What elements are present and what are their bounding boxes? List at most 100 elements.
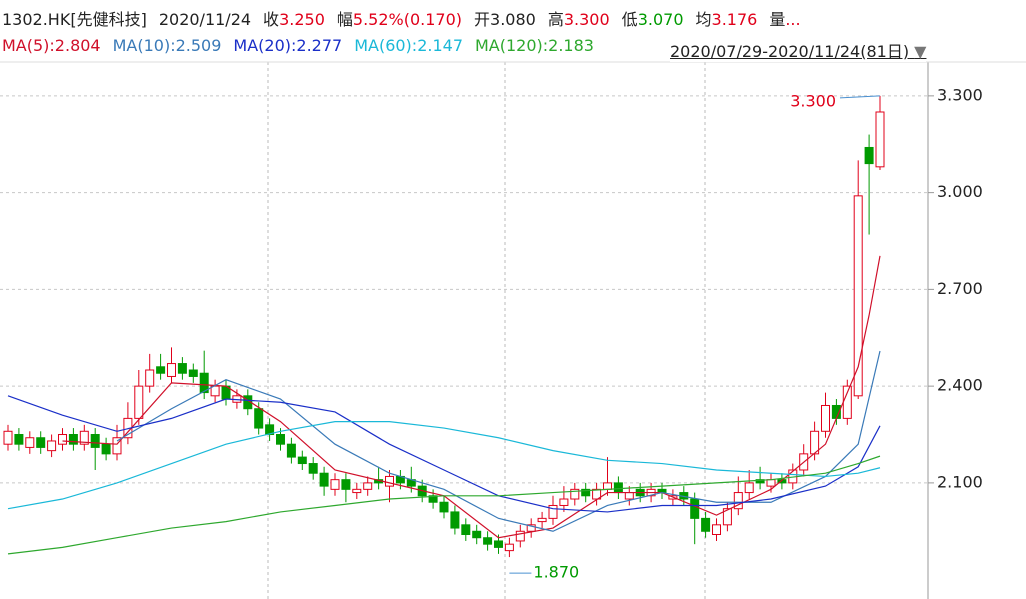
candle-body [690, 498, 700, 519]
candle-body [875, 111, 885, 168]
ma-line [7, 421, 881, 510]
fields: 收3.250 幅5.52%(0.170) 开3.080 高3.300 低3.070 均3.… [263, 10, 813, 29]
candle-body [134, 385, 144, 419]
candle-body [90, 434, 100, 448]
candle-body [25, 437, 35, 448]
candle-body [352, 488, 362, 494]
candle-body [624, 492, 634, 500]
annotation: 3.300 [790, 91, 836, 110]
candle-body [733, 492, 743, 510]
quote-header: 1302.HK[先健科技] 2020/11/24 收3.250 幅5.52%(0.17… [2, 6, 825, 30]
candle-body [47, 440, 57, 452]
candle-body [199, 372, 209, 394]
candle-body [156, 366, 166, 374]
candle-body [79, 430, 89, 445]
ma-line [7, 455, 881, 555]
field: 均3.176 [696, 10, 758, 29]
field-label: 高 [547, 10, 564, 29]
candle-body [461, 524, 471, 535]
candle-body [36, 437, 46, 448]
ma-legend: MA(5):2.804 MA(10):2.509 MA(20):2.277 MA(60… [2, 36, 606, 55]
candle-body [570, 488, 580, 500]
field-value: 3.300 [563, 10, 610, 29]
field-value: ... [785, 10, 801, 29]
candle-body [472, 530, 482, 539]
y-tick-label: 2.100 [937, 472, 983, 491]
legend-entry: MA(5):2.804 [2, 36, 101, 55]
y-tick-label: 2.400 [937, 376, 983, 395]
y-tick-label: 3.000 [937, 182, 983, 201]
candle-body [712, 524, 721, 535]
candle-body [112, 437, 122, 455]
date-range[interactable]: 2020/07/29-2020/11/24(81日) ▼ [670, 38, 927, 62]
candle-body [428, 495, 438, 503]
candle-body [537, 517, 547, 523]
field-label: 开 [474, 10, 491, 29]
field-label: 均 [695, 10, 712, 29]
candle-body [701, 517, 711, 532]
candle-body [297, 456, 307, 465]
legend-entry: MA(60):2.147 [354, 36, 463, 55]
candle-body [559, 498, 569, 506]
field-value: 3.070 [637, 10, 684, 29]
ma-line [62, 255, 881, 539]
field-label: 幅 [336, 10, 353, 29]
candle-body [265, 424, 275, 436]
field-label: 收 [263, 10, 280, 29]
candle-body [494, 540, 503, 548]
legend-entry: MA(10):2.509 [112, 36, 222, 55]
legend-entry: MA(20):2.277 [233, 36, 343, 55]
field: 高3.300 [548, 10, 610, 29]
candle-body [167, 363, 176, 377]
candle-body [254, 408, 264, 429]
field: 幅5.52%(0.170) [337, 10, 462, 29]
candle-body [766, 479, 776, 487]
symbol: 1302.HK[先健科技] [2, 10, 147, 29]
candle-body [319, 472, 329, 487]
candle-body [842, 385, 852, 419]
candle-body [603, 482, 612, 490]
candle-body [755, 479, 765, 484]
field: 低3.070 [622, 10, 684, 29]
field: 收3.250 [263, 10, 325, 29]
field-value: 5.52%(0.170) [352, 10, 463, 29]
candle-body [439, 501, 449, 513]
field-label: 量 [769, 10, 786, 29]
candle-body [308, 463, 318, 474]
candle-body [483, 537, 493, 545]
field-value: 3.176 [711, 10, 758, 29]
date: 2020/11/24 [158, 10, 252, 29]
candle-body [330, 479, 340, 490]
candle-body [276, 434, 285, 445]
field-value: 3.080 [490, 10, 536, 29]
field-label: 低 [621, 10, 638, 29]
range-text: 2020/07/29-2020/11/24(81日) [670, 42, 910, 61]
candle-body [613, 482, 623, 494]
field: 量... [769, 10, 800, 29]
candle-body [515, 530, 525, 542]
candle-body [744, 482, 754, 494]
candle-body [722, 508, 732, 526]
annotation-arrow [839, 95, 881, 99]
candle-body [286, 443, 296, 458]
candle-body [526, 524, 536, 532]
ma-line [7, 395, 881, 513]
candle-body [101, 443, 111, 455]
ma-line [116, 350, 881, 532]
candle-body [450, 511, 460, 529]
y-tick-label: 2.700 [937, 279, 983, 298]
field: 开3.080 [474, 10, 536, 29]
candle-body [177, 363, 187, 374]
field-value: 3.250 [279, 10, 325, 29]
candle-body [385, 475, 394, 487]
candle-body [363, 482, 373, 490]
candle-body [581, 488, 591, 497]
candle-body [341, 479, 351, 490]
dropdown-arrow[interactable]: ▼ [914, 42, 927, 61]
candle-body [3, 430, 13, 445]
candle-body [864, 146, 874, 165]
candle-body [504, 543, 514, 552]
candle-body [853, 195, 863, 397]
